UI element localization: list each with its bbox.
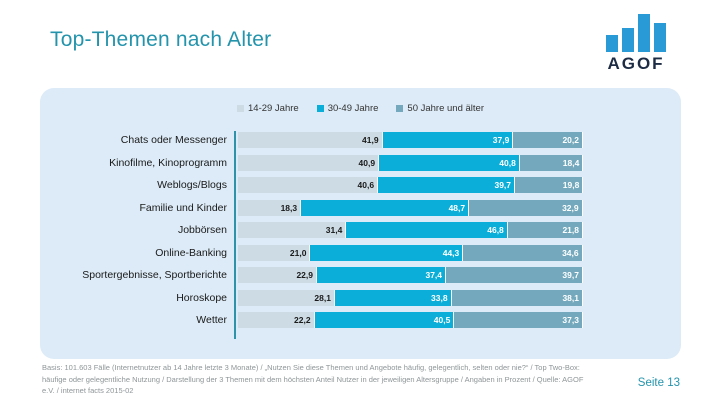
category-label: Online-Banking	[155, 246, 227, 259]
stacked-bar: 22,9 37,4 39,7	[238, 267, 583, 283]
stacked-bar: 18,3 48,7 32,9	[238, 199, 583, 216]
bar-segment: 37,3	[454, 312, 583, 328]
legend-label: 30-49 Jahre	[327, 103, 379, 114]
bar-segment: 48,7	[301, 199, 470, 216]
legend-label: 50 Jahre und älter	[407, 103, 484, 114]
bar-segment: 37,9	[382, 132, 514, 148]
chart-legend: 14-29 Jahre 30-49 Jahre 50 Jahre und älter	[40, 103, 681, 114]
bar-segment: 28,1	[238, 289, 335, 306]
stacked-bar: 21,0 44,3 34,6	[238, 244, 583, 261]
bar-segment: 22,9	[238, 267, 317, 283]
bar-segment: 40,8	[379, 154, 520, 171]
chart-row: Chats oder Messenger 41,9 37,9 20,2	[40, 132, 681, 148]
category-label: Weblogs/Blogs	[157, 179, 227, 191]
axis-line	[234, 131, 236, 339]
bar-segment: 19,8	[515, 177, 584, 193]
stacked-bar: 41,9 37,9 20,2	[238, 132, 583, 148]
agof-logo-text: AGOF	[607, 54, 665, 73]
chart-row: Weblogs/Blogs 40,6 39,7 19,8	[40, 177, 681, 193]
bar-segment: 18,4	[519, 154, 584, 171]
bar-segment: 34,6	[463, 244, 583, 261]
bar-segment: 44,3	[310, 244, 464, 261]
chart-row: Wetter 22,2 40,5 37,3	[40, 312, 681, 328]
legend-swatch-icon	[237, 105, 244, 112]
category-label: Familie und Kinder	[139, 201, 227, 214]
bar-segment: 21,0	[238, 244, 311, 261]
category-label: Horoskope	[176, 291, 227, 304]
chart-row: Sportergebnisse, Sportberichte 22,9 37,4 39…	[40, 267, 681, 283]
stacked-bar-chart: Chats oder Messenger 41,9 37,9 20,2 Kinofilm…	[40, 132, 681, 335]
category-label: Sportergebnisse, Sportberichte	[82, 269, 227, 281]
bar-segment: 20,2	[513, 132, 583, 148]
bar-segment: 37,4	[317, 267, 447, 283]
legend-swatch-icon	[396, 105, 404, 112]
bar-segment: 40,5	[314, 312, 455, 328]
bar-segment: 38,1	[451, 289, 583, 306]
page-title: Top-Themen nach Alter	[50, 28, 272, 51]
chart-row: Familie und Kinder 18,3 48,7 32,9	[40, 199, 681, 216]
agof-logo: AGOF	[601, 12, 671, 74]
stacked-bar: 22,2 40,5 37,3	[238, 312, 583, 328]
category-label: Chats oder Messenger	[120, 134, 227, 146]
bar-segment: 18,3	[238, 199, 302, 216]
bar-segment: 33,8	[334, 289, 452, 306]
page-number: Seite 13	[637, 377, 680, 389]
agof-logo-icon	[601, 12, 671, 52]
stacked-bar: 40,6 39,7 19,8	[238, 177, 584, 193]
bar-segment: 32,9	[469, 199, 583, 216]
bar-segment: 41,9	[238, 132, 383, 148]
bar-segment: 46,8	[346, 222, 508, 238]
bar-segment: 22,2	[238, 312, 315, 328]
legend-item: 14-29 Jahre	[237, 103, 299, 114]
category-label: Wetter	[196, 314, 227, 326]
bar-segment: 40,6	[238, 177, 379, 193]
legend-label: 14-29 Jahre	[248, 103, 299, 114]
bar-segment: 40,9	[238, 154, 380, 171]
footnote: Basis: 101.603 Fälle (Internetnutzer ab …	[42, 363, 584, 395]
chart-panel: 14-29 Jahre 30-49 Jahre 50 Jahre und älter…	[40, 88, 681, 359]
bar-segment: 39,7	[378, 177, 516, 193]
legend-swatch-icon	[316, 105, 324, 112]
chart-row: Online-Banking 21,0 44,3 34,6	[40, 244, 681, 261]
bar-segment: 31,4	[238, 222, 347, 238]
chart-row: Horoskope 28,1 33,8 38,1	[40, 289, 681, 306]
chart-row: Kinofilme, Kinoprogramm 40,9 40,8 18,4	[40, 154, 681, 171]
category-label: Kinofilme, Kinoprogramm	[109, 156, 227, 169]
stacked-bar: 40,9 40,8 18,4	[238, 154, 584, 171]
bar-segment: 39,7	[446, 267, 583, 283]
category-label: Jobbörsen	[177, 224, 227, 236]
legend-item: 30-49 Jahre	[316, 103, 379, 114]
stacked-bar: 28,1 33,8 38,1	[238, 289, 583, 306]
bar-segment: 21,8	[507, 222, 583, 238]
stacked-bar: 31,4 46,8 21,8	[238, 222, 583, 238]
chart-row: Jobbörsen 31,4 46,8 21,8	[40, 222, 681, 238]
legend-item: 50 Jahre und älter	[396, 103, 484, 114]
